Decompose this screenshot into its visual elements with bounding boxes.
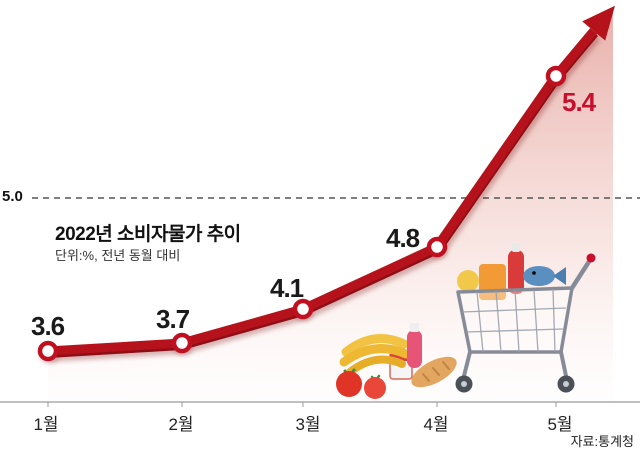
basket-grid-vertical (476, 288, 556, 353)
x-axis-label: 2월 (168, 415, 194, 434)
chart-overlay (37, 5, 615, 363)
fruit-icon (457, 270, 479, 292)
chart-subtitle: 단위:%, 전년 동월 대비 (55, 248, 181, 263)
x-axis-label: 4월 (423, 415, 449, 434)
cart-wheel-hub (563, 381, 569, 387)
tomato-icon (364, 377, 386, 399)
baguette-scores (422, 361, 450, 382)
basket-grid-horizontal (461, 307, 567, 333)
value-label: 4.1 (270, 273, 304, 303)
bottle-cap (512, 243, 520, 252)
groceries-cart-illustration (336, 243, 596, 399)
data-point-marker (37, 340, 59, 362)
data-point-marker (292, 298, 314, 320)
groceries-pile (336, 323, 457, 399)
cart-legs (462, 350, 568, 378)
x-axis-label: 3월 (295, 415, 321, 434)
banana-icon (339, 344, 411, 367)
chart-title: 2022년 소비자물가 추이 (55, 224, 241, 245)
banana-icon (341, 334, 409, 357)
bottle-cap (410, 323, 419, 332)
shopping-cart-icon (455, 253, 596, 393)
data-point-marker (171, 332, 193, 354)
fish-icon (523, 266, 555, 286)
x-axis-label: 5월 (547, 415, 573, 434)
pink-bottle-icon (407, 330, 422, 368)
tomato-icon (336, 371, 362, 397)
x-axis-label: 1월 (33, 415, 59, 434)
value-label: 3.6 (31, 311, 65, 341)
fish-tail (553, 267, 566, 285)
data-point-marker (545, 65, 567, 87)
cart-handle-grip (586, 253, 596, 263)
reference-value-label: 5.0 (2, 188, 23, 205)
area-fill (48, 8, 613, 402)
value-label: 3.7 (156, 304, 190, 334)
cart-handle (569, 257, 593, 291)
data-source: 자료:통계청 (570, 434, 634, 449)
value-label: 4.8 (386, 223, 420, 253)
fish-eye (532, 271, 536, 275)
data-point-marker (426, 236, 448, 258)
cart-wheel-hub (461, 381, 467, 387)
arrow-head (582, 5, 615, 41)
value-label-final: 5.4 (562, 87, 596, 117)
chart-underlay (0, 8, 640, 407)
red-bottle-icon (508, 250, 524, 294)
